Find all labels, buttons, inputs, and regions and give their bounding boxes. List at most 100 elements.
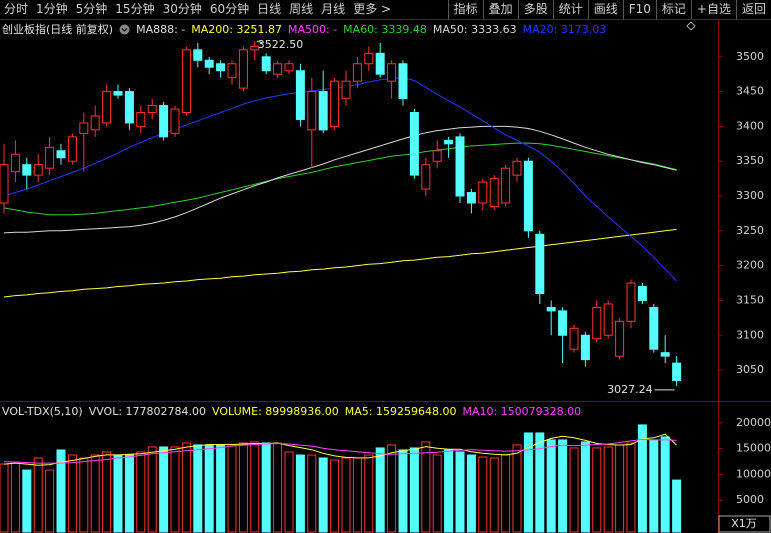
volume-bar [444, 449, 454, 533]
chart-title: 创业板指(日线 前复权) [2, 23, 114, 36]
candle-body [444, 139, 454, 145]
candle-body [466, 192, 476, 204]
period-tab[interactable]: 分时 [4, 2, 29, 16]
candle-body [364, 52, 374, 65]
volume-bar [136, 451, 146, 533]
annotation-arrow [256, 40, 263, 44]
annotation-label: 3522.50 [258, 38, 304, 51]
candle-body [284, 63, 294, 72]
tool-button[interactable]: 多股 [517, 0, 553, 19]
period-tab[interactable]: 周线 [289, 2, 314, 16]
candle-body [432, 150, 442, 162]
candle-body [102, 91, 112, 124]
candle-body [569, 327, 579, 350]
volume-bar [592, 447, 602, 533]
volume-bar [478, 456, 488, 533]
y-tick-label: 15000 [736, 442, 771, 455]
period-tab[interactable]: 30分钟 [162, 2, 202, 16]
volume-bar [159, 446, 169, 533]
y-tick-label: 3300 [736, 189, 764, 202]
candle-body [181, 49, 191, 113]
volume-bar [102, 451, 112, 533]
volume-bar [318, 457, 328, 533]
dropdown-icon[interactable] [119, 24, 130, 35]
candle-body [535, 233, 545, 294]
tool-button[interactable]: 统计 [552, 0, 588, 19]
candle-body [523, 160, 533, 232]
volume-bar [535, 432, 545, 533]
volume-bar [67, 454, 77, 533]
chart-subtitle: VVOL: 177802784.00 [88, 405, 207, 418]
candle-body [136, 111, 146, 127]
tool-button[interactable]: 返回 [735, 0, 771, 19]
legend-entry: VOLUME: 89998936.00 [212, 405, 339, 418]
volume-bar [398, 449, 408, 533]
candle-body [0, 164, 9, 204]
volume-bar [489, 457, 499, 533]
volume-bar [273, 442, 283, 533]
tool-button[interactable]: 指标 [447, 0, 483, 19]
legend-entry: MA5: 159259648.00 [344, 405, 457, 418]
volume-bar [147, 446, 157, 533]
ma-line [3, 228, 677, 298]
legend-entry: MA20: 3173.03 [522, 22, 607, 36]
volume-bar [113, 454, 123, 533]
candle-body [637, 286, 647, 301]
y-tick-label: 3150 [736, 293, 764, 306]
candle-body [489, 178, 499, 207]
volume-bar [33, 457, 43, 533]
period-tab[interactable]: 15分钟 [115, 2, 155, 16]
candle-body [455, 136, 465, 197]
candle-body [660, 352, 670, 357]
candle-body [33, 164, 43, 176]
volume-bar [170, 446, 180, 533]
candle-body [250, 45, 260, 51]
tool-button[interactable]: +自选 [690, 0, 736, 19]
candle-body [409, 111, 419, 176]
legend-entry: MA500: - [287, 22, 338, 36]
unit-box [718, 515, 771, 533]
tool-button[interactable]: 叠加 [482, 0, 518, 19]
tool-button[interactable]: 标记 [655, 0, 691, 19]
y-tick-label: 20000 [736, 416, 771, 429]
volume-bar [569, 447, 579, 533]
candle-body [45, 146, 55, 169]
volume-bar [637, 424, 647, 533]
y-tick-label: 3450 [736, 85, 764, 98]
ma-line [3, 77, 677, 282]
volume-bar [250, 441, 260, 533]
candle-body [10, 153, 20, 173]
volume-bar [375, 447, 385, 533]
annotation-label: 3027.24 [607, 383, 653, 396]
candle-body [580, 334, 590, 361]
volume-bar [0, 463, 9, 533]
candle-body [478, 181, 488, 204]
period-tab[interactable]: 1分钟 [36, 2, 68, 16]
volume-bar [649, 439, 659, 533]
tool-button[interactable]: 画线 [587, 0, 623, 19]
chart-title: VOL-TDX(5,10) [2, 405, 83, 418]
candle-body [113, 91, 123, 96]
tool-buttons: 指标 叠加 多股 统计 画线 F10 标记 +自选 返回 [447, 0, 771, 19]
volume-bar [512, 444, 522, 533]
period-tab[interactable]: 日线 [257, 2, 282, 16]
volume-bar [364, 454, 374, 533]
candle-body [79, 122, 89, 134]
period-tabs: 分时 1分钟 5分钟 15分钟 30分钟 60分钟 日线 周线 月线 更多 > [0, 0, 395, 19]
legend-entry: MA10: 150079328.00 [462, 405, 582, 418]
y-tick-label: 3400 [736, 119, 764, 132]
period-tab[interactable]: 月线 [321, 2, 346, 16]
tool-button[interactable]: F10 [622, 0, 656, 19]
candle-body [307, 91, 317, 131]
volume-header: VOL-TDX(5,10) VVOL: 177802784.00 VOLUME:… [2, 405, 581, 418]
candle-body [238, 49, 248, 89]
period-tab[interactable]: 更多 > [353, 2, 392, 16]
candle-body [67, 136, 77, 162]
volume-bar [330, 459, 340, 533]
volume-bar [181, 442, 191, 533]
candle-body [398, 63, 408, 100]
period-tab[interactable]: 60分钟 [209, 2, 250, 16]
period-tab[interactable]: 5分钟 [75, 2, 108, 16]
volume-bar [227, 444, 237, 533]
volume-bar [238, 442, 248, 533]
